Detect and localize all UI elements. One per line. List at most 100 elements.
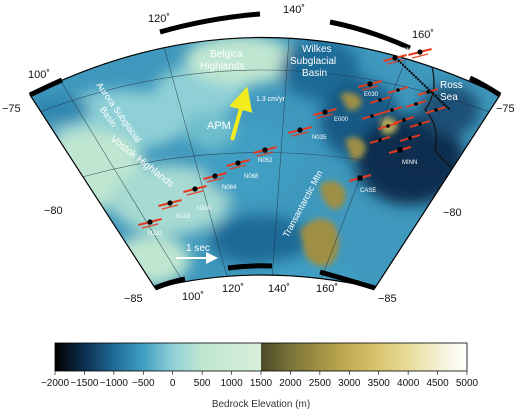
station-n052: N052 bbox=[253, 146, 277, 164]
colorbar-tick-label: 3500 bbox=[368, 378, 391, 389]
station-n084: N084 bbox=[203, 172, 237, 191]
splitting-vector bbox=[386, 59, 404, 65]
region-label-belgica-line2: Highlands bbox=[200, 61, 244, 72]
station-marker bbox=[192, 186, 198, 192]
region-label-ross-line1: Ross bbox=[440, 80, 463, 91]
network-station bbox=[393, 116, 415, 124]
station-marker bbox=[418, 122, 422, 126]
station-marker bbox=[397, 147, 403, 153]
colorbar-tick-label: −500 bbox=[132, 378, 155, 389]
station-label: CASE bbox=[360, 188, 376, 194]
station-marker bbox=[235, 160, 241, 166]
colorbar-tick-labels: −2000 −1500 −1000 −500 0 500 1000 1500 2000 2500 3… bbox=[41, 371, 479, 389]
longitude-label-120-top: 120˚ bbox=[148, 13, 170, 25]
splitting-vector bbox=[141, 223, 159, 229]
station-label: E030 bbox=[364, 92, 379, 98]
station-marker bbox=[396, 88, 400, 92]
station-marker bbox=[414, 102, 418, 106]
colorbar-tick-label: 4500 bbox=[426, 378, 449, 389]
frame-tick bbox=[154, 276, 186, 291]
latitude-label-75-right: −75 bbox=[496, 103, 515, 115]
station-n119: N119 bbox=[158, 199, 191, 220]
station-marker bbox=[386, 124, 390, 128]
station-marker bbox=[378, 138, 382, 142]
splitting-vector bbox=[291, 131, 309, 137]
latitude-label-85-right: −85 bbox=[378, 293, 397, 305]
network-station bbox=[387, 86, 409, 94]
station-minn: MINN bbox=[388, 146, 417, 166]
latitude-label-80-left: −80 bbox=[44, 205, 63, 217]
network-station bbox=[381, 106, 403, 114]
coastline bbox=[424, 59, 466, 176]
frame-tick bbox=[28, 77, 64, 98]
station-e030: E030 bbox=[358, 80, 382, 98]
colorbar-tick-label: 5000 bbox=[456, 378, 479, 389]
station-label: N068 bbox=[244, 174, 259, 180]
station-marker bbox=[402, 118, 406, 122]
network-station bbox=[369, 96, 391, 104]
network-station bbox=[405, 100, 427, 108]
frame-tick bbox=[468, 75, 502, 98]
station-track bbox=[397, 59, 451, 111]
longitude-label-160-top: 160˚ bbox=[412, 29, 434, 41]
station-marker bbox=[262, 147, 268, 153]
colorbar-tick-label: 2500 bbox=[309, 378, 332, 389]
station-label: MINN bbox=[400, 48, 415, 54]
colorbar-tick-label: 1500 bbox=[250, 378, 273, 389]
network-station bbox=[377, 122, 399, 130]
network-station bbox=[399, 134, 421, 142]
apm-label: APM bbox=[207, 120, 231, 132]
colorbar-tick-label: −1500 bbox=[70, 378, 99, 389]
longitude-label-160-bottom: 160˚ bbox=[316, 283, 338, 295]
station-marker bbox=[367, 81, 373, 87]
region-label-wilkes-line2: Subglacial bbox=[290, 56, 336, 67]
colorbar-title: Bedrock Elevation (m) bbox=[212, 399, 310, 410]
apm-rate-label: 1.3 cm/yr bbox=[256, 96, 285, 103]
station-e000: E000 bbox=[313, 108, 349, 123]
network-station bbox=[417, 88, 439, 96]
station-label: N035 bbox=[312, 135, 327, 141]
region-label-belgica-line1: Belgica bbox=[210, 49, 243, 60]
station-marker bbox=[167, 200, 173, 206]
station-label: N100 bbox=[197, 206, 212, 212]
colorbar-tick-label: 500 bbox=[194, 378, 211, 389]
map-frame bbox=[29, 37, 501, 289]
station-marker bbox=[417, 49, 423, 55]
latitude-label-75-left: −75 bbox=[2, 103, 21, 115]
station-marker bbox=[392, 55, 398, 61]
station-marker bbox=[297, 127, 303, 133]
station-label: N052 bbox=[258, 158, 273, 164]
colorbar-tick-label: 3000 bbox=[338, 378, 361, 389]
splitting-vector bbox=[229, 164, 247, 170]
latitude-label-85-left: −85 bbox=[124, 293, 143, 305]
station-n068: N068 bbox=[226, 159, 259, 180]
colorbar-tick-label: −1000 bbox=[100, 378, 129, 389]
station-n035: N035 bbox=[288, 126, 327, 141]
station-label: N084 bbox=[222, 185, 237, 191]
station-marker bbox=[370, 114, 374, 118]
frame-tick bbox=[329, 19, 412, 51]
longitude-label-100-bottom: 100˚ bbox=[182, 291, 204, 303]
station-marker bbox=[322, 109, 328, 115]
longitude-label-120-bottom: 120˚ bbox=[222, 283, 244, 295]
latitude-label-80-right: −80 bbox=[443, 207, 462, 219]
station-marker bbox=[426, 90, 430, 94]
apm-arrow bbox=[229, 86, 253, 141]
region-label-wilkes-line1: Wilkes bbox=[302, 44, 331, 55]
station-minn: MINN bbox=[383, 48, 415, 65]
splitting-vector bbox=[411, 53, 429, 59]
station-label: CASE bbox=[424, 41, 440, 47]
frame-tick bbox=[227, 263, 273, 271]
station-marker bbox=[390, 108, 394, 112]
network-station bbox=[361, 112, 383, 120]
colorbar-tick-label: 1000 bbox=[220, 378, 243, 389]
station-marker bbox=[147, 219, 153, 225]
longitude-label-100-top: 100˚ bbox=[28, 69, 50, 81]
station-marker bbox=[357, 175, 363, 181]
network-station bbox=[369, 136, 391, 144]
station-n100: N100 bbox=[183, 185, 212, 212]
station-label: MINN bbox=[402, 160, 417, 166]
station-case: CASE bbox=[348, 174, 376, 194]
station-label: N119 bbox=[176, 214, 191, 220]
